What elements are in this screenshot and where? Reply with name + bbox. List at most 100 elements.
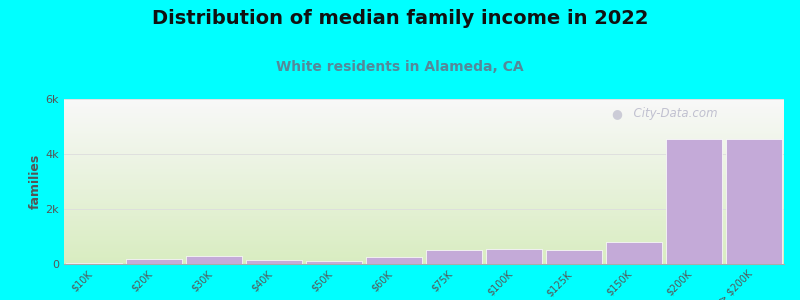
Bar [666,139,722,264]
Bar [64,243,784,244]
Bar [64,112,784,113]
Bar [64,206,784,207]
Bar [64,226,784,227]
Bar [64,244,784,245]
Bar [64,111,784,112]
Bar [64,208,784,209]
Bar [426,250,482,264]
Bar [64,165,784,166]
Bar [64,259,784,260]
Bar [64,167,784,168]
Bar [64,229,784,230]
Bar [64,220,784,221]
Bar [64,194,784,195]
Bar [64,173,784,174]
Bar [64,211,784,212]
Bar [64,127,784,128]
Bar [64,170,784,171]
Bar [64,155,784,156]
Bar [64,133,784,134]
Bar [64,216,784,217]
Bar [64,256,784,257]
Bar [64,250,784,251]
Bar [64,199,784,200]
Bar [64,205,784,206]
Bar [64,122,784,123]
Bar [64,114,784,115]
Bar [64,115,784,116]
Bar [64,116,784,117]
Bar [64,161,784,162]
Bar [64,215,784,216]
Bar [64,109,784,110]
Bar [306,261,362,264]
Bar [546,250,602,264]
Bar [64,125,784,126]
Bar [64,239,784,240]
Bar [64,225,784,226]
Bar [64,201,784,202]
Bar [64,159,784,160]
Bar [64,143,784,144]
Bar [64,187,784,188]
Bar [64,121,784,122]
Bar [64,131,784,132]
Bar [186,256,242,264]
Bar [64,158,784,159]
Bar [64,183,784,184]
Bar [64,157,784,158]
Bar [64,240,784,241]
Bar [64,139,784,140]
Bar [64,197,784,198]
Bar [64,162,784,163]
Bar [64,260,784,261]
Bar [64,186,784,187]
Bar [64,144,784,145]
Bar [64,107,784,108]
Bar [66,263,122,264]
Bar [64,221,784,222]
Text: White residents in Alameda, CA: White residents in Alameda, CA [276,60,524,74]
Bar [64,193,784,194]
Bar [64,255,784,256]
Bar [64,237,784,238]
Bar [486,249,542,264]
Bar [64,156,784,157]
Bar [64,180,784,181]
Bar [64,219,784,220]
Bar [64,134,784,135]
Bar [64,128,784,129]
Bar [64,126,784,127]
Bar [64,179,784,180]
Bar [64,184,784,185]
Bar [64,254,784,255]
Bar [126,259,182,264]
Bar [64,189,784,190]
Bar [64,196,784,197]
Bar [64,217,784,218]
Bar [246,260,302,264]
Bar [64,123,784,124]
Bar [64,146,784,147]
Bar [64,209,784,210]
Bar [64,178,784,179]
Bar [64,117,784,118]
Bar [64,108,784,109]
Bar [64,235,784,236]
Bar [64,230,784,231]
Bar [64,253,784,254]
Bar [64,188,784,189]
Bar [64,246,784,247]
Bar [64,234,784,235]
Bar [64,224,784,225]
Bar [64,136,784,137]
Bar [64,249,784,250]
Bar [64,175,784,176]
Bar [64,202,784,203]
Bar [64,198,784,199]
Bar [64,137,784,138]
Bar [366,257,422,264]
Bar [64,192,784,193]
Bar [64,141,784,142]
Bar [64,148,784,149]
